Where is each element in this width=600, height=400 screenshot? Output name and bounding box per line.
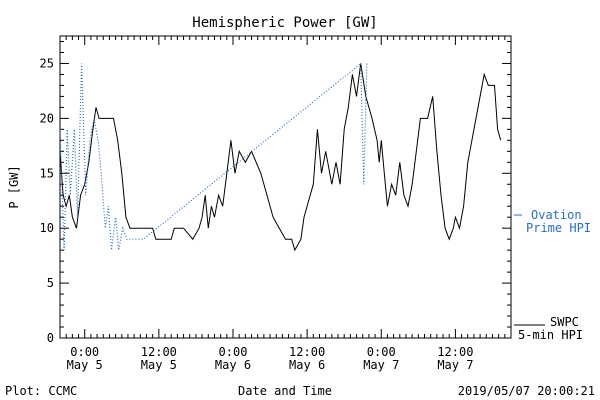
y-axis: 0 5 10 15 20 25 [40, 40, 511, 345]
x-tick-label-date: May 5 [141, 358, 177, 372]
chart-title: Hemispheric Power [GW] [192, 15, 377, 31]
x-tick-label-time: 0:00 [219, 345, 248, 359]
series-layer [59, 62, 502, 252]
y-tick-label: 0 [47, 331, 54, 345]
y-axis-label: P [GW] [7, 165, 21, 208]
legend-ovation-label-1: Ovation [531, 208, 582, 222]
y-tick-label: 10 [40, 221, 54, 235]
x-axis-label: Date and Time [238, 384, 332, 398]
plot-frame [59, 35, 512, 339]
legend-swpc-label-1: SWPC [550, 315, 579, 329]
series-ovation-line [59, 62, 368, 251]
x-tick-label-date: May 6 [289, 358, 325, 372]
legend: Ovation Prime HPI SWPC 5-min HPI [514, 208, 591, 342]
y-tick-label: 15 [40, 166, 54, 180]
legend-ovation-label-2: Prime HPI [526, 221, 591, 235]
x-tick-label-date: May 5 [67, 358, 103, 372]
generation-timestamp: 2019/05/07 20:00:21 [458, 384, 595, 398]
series-swpc-line [59, 63, 502, 252]
x-tick-label-date: May 7 [437, 358, 473, 372]
x-tick-label-date: May 7 [363, 358, 399, 372]
x-tick-label-time: 12:00 [289, 345, 325, 359]
x-tick-label-time: 12:00 [437, 345, 473, 359]
x-tick-label-date: May 6 [215, 358, 251, 372]
x-tick-label-time: 0:00 [367, 345, 396, 359]
y-tick-label: 5 [47, 276, 54, 290]
plot-credit: Plot: CCMC [5, 384, 77, 398]
y-tick-label: 25 [40, 56, 54, 70]
x-tick-label-time: 12:00 [141, 345, 177, 359]
x-tick-label-time: 0:00 [70, 345, 99, 359]
y-tick-label: 20 [40, 111, 54, 125]
legend-swpc-label-2: 5-min HPI [518, 328, 583, 342]
